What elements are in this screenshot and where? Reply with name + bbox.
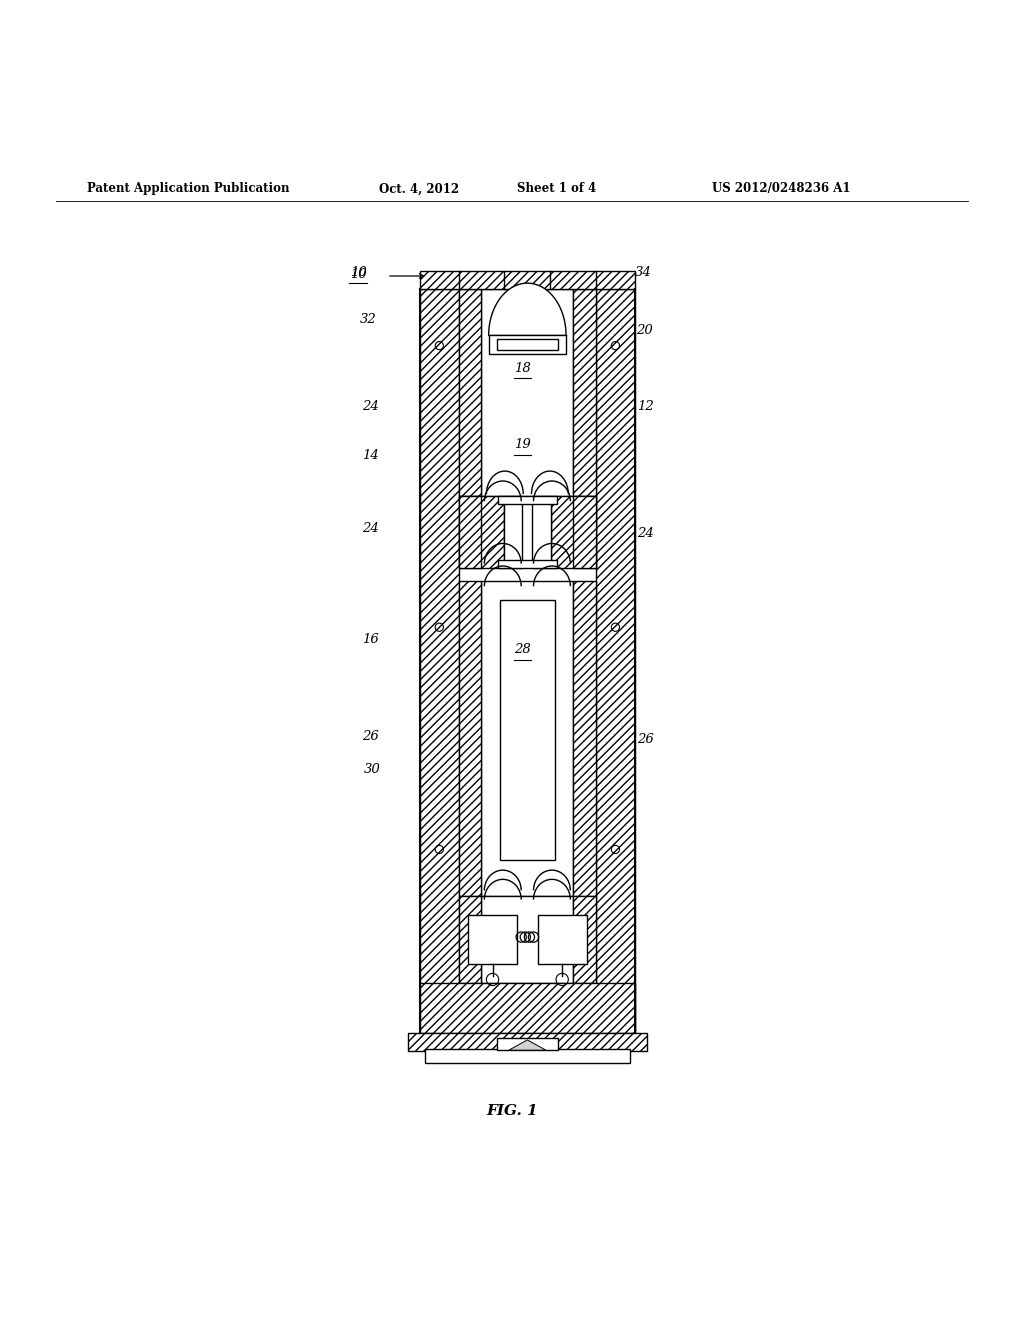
Text: 26: 26 [637, 734, 653, 746]
Bar [497, 339, 558, 350]
Bar [420, 982, 635, 1032]
Bar [420, 271, 635, 289]
Text: 10: 10 [350, 268, 367, 281]
Text: 12: 12 [637, 400, 653, 413]
Bar [459, 289, 481, 496]
Bar [573, 895, 596, 982]
Bar [498, 560, 557, 568]
Bar [500, 599, 555, 859]
Bar [488, 335, 566, 354]
Text: 26: 26 [362, 730, 379, 743]
Text: 20: 20 [636, 323, 652, 337]
Bar [573, 496, 596, 568]
Bar [408, 1032, 647, 1051]
Text: 28: 28 [514, 643, 530, 656]
Bar [596, 289, 635, 1032]
Bar [538, 915, 587, 964]
Bar [481, 581, 573, 895]
Polygon shape [488, 282, 566, 335]
Text: 18: 18 [514, 362, 530, 375]
Bar [459, 895, 481, 982]
Text: 32: 32 [360, 313, 377, 326]
Text: 16: 16 [362, 634, 379, 645]
Polygon shape [509, 1040, 546, 1051]
Text: Patent Application Publication: Patent Application Publication [87, 182, 290, 195]
Text: Oct. 4, 2012: Oct. 4, 2012 [379, 182, 459, 195]
Text: US 2012/0248236 A1: US 2012/0248236 A1 [712, 182, 850, 195]
Text: Sheet 1 of 4: Sheet 1 of 4 [517, 182, 596, 195]
Bar [468, 915, 517, 964]
Bar [532, 496, 551, 568]
Bar [573, 289, 596, 496]
Text: 24: 24 [362, 400, 379, 413]
Bar [481, 895, 573, 982]
Bar [420, 289, 459, 1032]
Text: 10: 10 [350, 267, 367, 280]
Bar [481, 289, 573, 496]
Bar [425, 1049, 630, 1064]
Bar [497, 1038, 558, 1051]
Bar [573, 581, 596, 895]
Text: 24: 24 [637, 527, 653, 540]
Bar [459, 496, 481, 568]
Bar [459, 496, 504, 568]
Text: 34: 34 [635, 267, 651, 280]
Text: 14: 14 [362, 449, 379, 462]
Bar [498, 496, 557, 504]
Bar [551, 496, 596, 568]
Text: 19: 19 [514, 438, 530, 451]
Text: 30: 30 [365, 763, 381, 776]
Text: 24: 24 [362, 523, 379, 536]
Bar [504, 496, 522, 568]
Text: FIG. 1: FIG. 1 [486, 1104, 538, 1118]
Bar [459, 496, 596, 568]
Bar [459, 581, 481, 895]
